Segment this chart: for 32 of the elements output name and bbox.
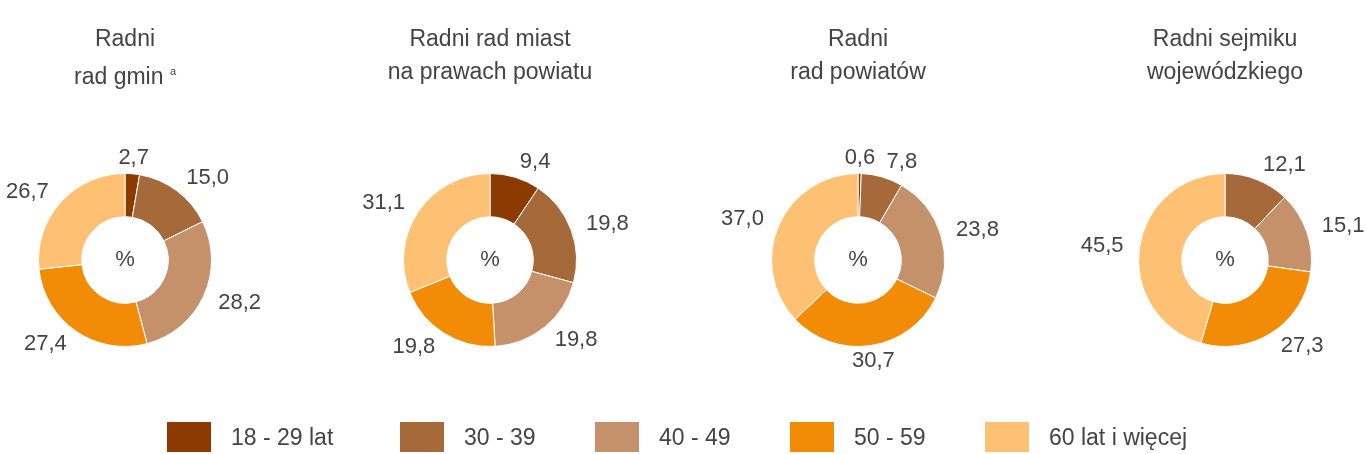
data-label: 19,8 — [554, 325, 598, 351]
text: % — [115, 246, 135, 272]
chart-title: Radni sejmiku wojewódzkiego — [1146, 24, 1304, 86]
data-label: 0,6 — [844, 143, 876, 169]
data-label: 37,0 — [721, 205, 764, 231]
data-label: 28,2 — [218, 288, 262, 314]
data-label: 23,8 — [956, 216, 999, 242]
data-label: 30,7 — [852, 347, 895, 373]
legend-label: 40 - 49 — [659, 423, 731, 451]
data-label: 12,1 — [1263, 150, 1306, 176]
data-label: 31,1 — [362, 188, 405, 214]
data-label: 2,7 — [118, 143, 149, 169]
legend-label: 50 - 59 — [854, 423, 926, 451]
data-label: 27,4 — [24, 330, 67, 356]
data-label: 19,8 — [586, 210, 629, 236]
legend-label: 18 - 29 lat — [231, 423, 334, 451]
legend-label: 60 lat i więcej — [1049, 423, 1188, 451]
chart-title: Radni rad powiatów — [789, 24, 927, 86]
data-label: 15,0 — [186, 163, 230, 189]
text: % — [1215, 246, 1235, 272]
data-label: 26,7 — [5, 177, 49, 203]
text: % — [848, 246, 868, 272]
data-label: 7,8 — [886, 147, 918, 173]
data-label: 9,4 — [519, 148, 551, 174]
data-label: 27,3 — [1280, 332, 1324, 358]
data-label: 19,8 — [392, 332, 436, 358]
legend-label: 30 - 39 — [464, 423, 536, 451]
chart-title: Radni rad gmin $^{a}$ — [73, 24, 177, 91]
data-label: 15,1 — [1321, 212, 1365, 238]
data-label: 45,5 — [1080, 231, 1124, 257]
text: % — [480, 246, 500, 272]
chart-title: Radni rad miast na prawach powiatu — [386, 24, 594, 86]
